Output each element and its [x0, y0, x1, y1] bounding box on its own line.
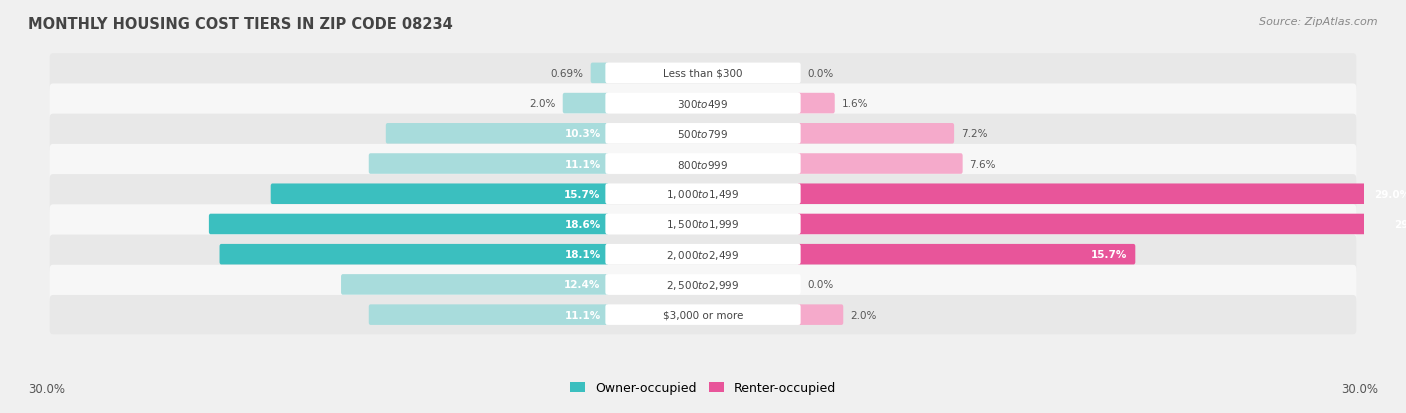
FancyBboxPatch shape — [49, 54, 1357, 93]
FancyBboxPatch shape — [606, 305, 800, 325]
FancyBboxPatch shape — [591, 64, 609, 84]
FancyBboxPatch shape — [49, 295, 1357, 335]
FancyBboxPatch shape — [797, 305, 844, 325]
Text: $1,000 to $1,499: $1,000 to $1,499 — [666, 188, 740, 201]
FancyBboxPatch shape — [271, 184, 609, 204]
Text: $2,000 to $2,499: $2,000 to $2,499 — [666, 248, 740, 261]
Text: 2.0%: 2.0% — [530, 99, 555, 109]
Text: $3,000 or more: $3,000 or more — [662, 310, 744, 320]
FancyBboxPatch shape — [368, 305, 609, 325]
Text: 1.6%: 1.6% — [842, 99, 868, 109]
Text: 2.0%: 2.0% — [851, 310, 876, 320]
FancyBboxPatch shape — [49, 205, 1357, 244]
Text: 15.7%: 15.7% — [1091, 249, 1128, 259]
Text: 30.0%: 30.0% — [28, 382, 65, 395]
Text: 10.3%: 10.3% — [564, 129, 600, 139]
FancyBboxPatch shape — [562, 94, 609, 114]
FancyBboxPatch shape — [606, 64, 800, 84]
Text: 0.69%: 0.69% — [551, 69, 583, 78]
FancyBboxPatch shape — [49, 84, 1357, 123]
Text: $300 to $499: $300 to $499 — [678, 98, 728, 110]
FancyBboxPatch shape — [219, 244, 609, 265]
Text: 7.2%: 7.2% — [960, 129, 987, 139]
FancyBboxPatch shape — [606, 124, 800, 144]
FancyBboxPatch shape — [606, 154, 800, 174]
Legend: Owner-occupied, Renter-occupied: Owner-occupied, Renter-occupied — [565, 376, 841, 399]
Text: Source: ZipAtlas.com: Source: ZipAtlas.com — [1260, 17, 1378, 26]
FancyBboxPatch shape — [49, 265, 1357, 304]
Text: 18.6%: 18.6% — [564, 219, 600, 229]
FancyBboxPatch shape — [606, 184, 800, 204]
FancyBboxPatch shape — [797, 244, 1135, 265]
FancyBboxPatch shape — [797, 214, 1406, 235]
FancyBboxPatch shape — [797, 94, 835, 114]
Text: 12.4%: 12.4% — [564, 280, 600, 290]
FancyBboxPatch shape — [797, 154, 963, 174]
Text: Less than $300: Less than $300 — [664, 69, 742, 78]
Text: $2,500 to $2,999: $2,500 to $2,999 — [666, 278, 740, 291]
Text: 11.1%: 11.1% — [564, 310, 600, 320]
FancyBboxPatch shape — [49, 114, 1357, 154]
FancyBboxPatch shape — [209, 214, 609, 235]
FancyBboxPatch shape — [606, 214, 800, 235]
Text: 11.1%: 11.1% — [564, 159, 600, 169]
FancyBboxPatch shape — [368, 154, 609, 174]
Text: 7.6%: 7.6% — [970, 159, 995, 169]
FancyBboxPatch shape — [385, 124, 609, 144]
Text: 18.1%: 18.1% — [564, 249, 600, 259]
FancyBboxPatch shape — [797, 184, 1406, 204]
FancyBboxPatch shape — [49, 145, 1357, 184]
Text: 30.0%: 30.0% — [1341, 382, 1378, 395]
Text: $1,500 to $1,999: $1,500 to $1,999 — [666, 218, 740, 231]
FancyBboxPatch shape — [797, 124, 955, 144]
Text: MONTHLY HOUSING COST TIERS IN ZIP CODE 08234: MONTHLY HOUSING COST TIERS IN ZIP CODE 0… — [28, 17, 453, 31]
FancyBboxPatch shape — [606, 244, 800, 265]
Text: $500 to $799: $500 to $799 — [678, 128, 728, 140]
FancyBboxPatch shape — [49, 235, 1357, 274]
Text: 29.9%: 29.9% — [1393, 219, 1406, 229]
Text: 0.0%: 0.0% — [807, 69, 834, 78]
FancyBboxPatch shape — [606, 94, 800, 114]
Text: 0.0%: 0.0% — [807, 280, 834, 290]
FancyBboxPatch shape — [342, 275, 609, 295]
Text: 29.0%: 29.0% — [1375, 189, 1406, 199]
FancyBboxPatch shape — [606, 275, 800, 295]
Text: $800 to $999: $800 to $999 — [678, 158, 728, 170]
FancyBboxPatch shape — [49, 175, 1357, 214]
Text: 15.7%: 15.7% — [564, 189, 600, 199]
